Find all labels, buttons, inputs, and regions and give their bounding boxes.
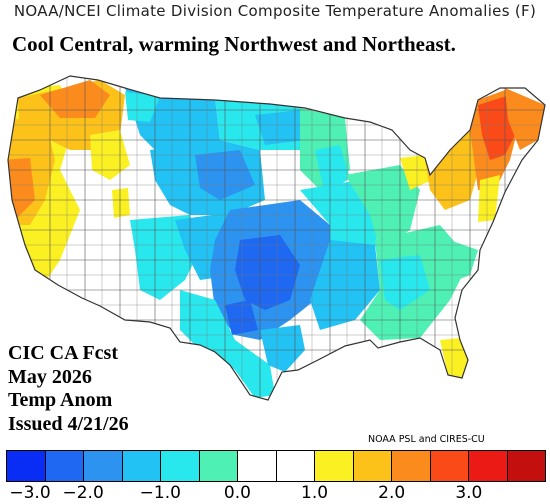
- forecast-info: CIC CA Fcst May 2026 Temp Anom Issued 4/…: [8, 342, 129, 436]
- legend-swatch: [161, 451, 200, 481]
- legend-tick-label: 0.0: [223, 483, 251, 503]
- legend-swatch: [353, 451, 392, 481]
- legend-tick-label: 1.0: [301, 483, 329, 503]
- region-south-texas-aqua: [180, 290, 275, 398]
- color-legend: [6, 450, 546, 482]
- forecast-month: May 2026: [8, 365, 92, 388]
- legend-swatch: [7, 451, 46, 481]
- legend-swatch: [469, 451, 508, 481]
- forecast-label: CIC CA Fcst: [8, 342, 118, 364]
- forecast-variable: Temp Anom: [8, 389, 113, 411]
- division-grid: [8, 76, 545, 400]
- region-oklahoma-deep-blue: [235, 235, 300, 310]
- region-ohio-valley-seafoam: [345, 165, 420, 250]
- issue-date: Issued 4/21/26: [8, 412, 129, 435]
- page-title: NOAA/NCEI Climate Division Composite Tem…: [13, 2, 537, 20]
- legend-swatch: [122, 451, 161, 481]
- region-florida-yellow: [440, 338, 470, 378]
- credit-text: NOAA PSL and CIRES-CU: [368, 434, 485, 445]
- region-michigan-yellow: [400, 155, 432, 190]
- legend-swatch: [199, 451, 238, 481]
- forecast-headline: Cool Central, warming Northwest and Nort…: [12, 32, 456, 56]
- legend-tick-label: −2.0: [62, 483, 104, 503]
- region-north-dakota-cyan: [255, 110, 305, 145]
- legend-swatch: [84, 451, 123, 481]
- legend-swatch: [507, 451, 545, 481]
- region-lower-mississippi-cyan: [310, 240, 380, 330]
- legend-swatch: [276, 451, 315, 481]
- legend-swatch: [315, 451, 354, 481]
- region-maine-orange: [505, 88, 545, 150]
- region-coastal-northeast-yellow: [478, 175, 500, 222]
- region-pnw-orange: [40, 80, 110, 118]
- region-montana-aqua: [125, 92, 160, 122]
- legend-tick-label: 3.0: [455, 483, 483, 503]
- legend-tick-label: −1.0: [139, 483, 181, 503]
- legend-swatch: [392, 451, 431, 481]
- legend-swatch: [430, 451, 469, 481]
- legend-tick-label: 2.0: [378, 483, 406, 503]
- region-east-texas-cyan: [260, 325, 305, 372]
- region-georgia-aqua: [380, 255, 430, 310]
- legend-swatch: [238, 451, 277, 481]
- legend-tick-label: −3.0: [9, 483, 51, 503]
- legend-swatch: [45, 451, 84, 481]
- region-west-texas-deep-blue: [225, 300, 258, 335]
- region-utah-yellow: [112, 188, 130, 218]
- division-subgrid: [8, 76, 545, 400]
